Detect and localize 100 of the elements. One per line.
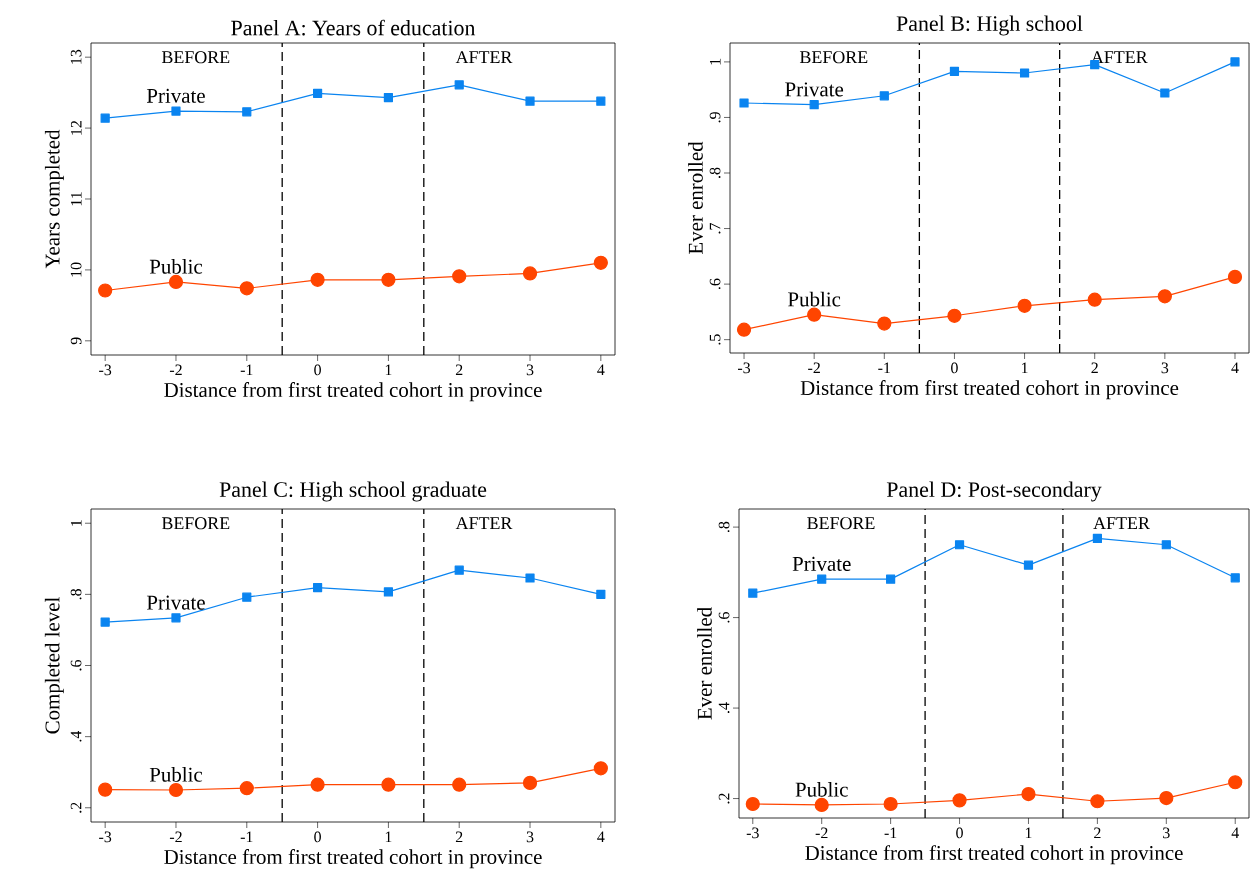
point — [596, 96, 606, 106]
point — [954, 540, 965, 550]
point — [1021, 786, 1036, 802]
point — [522, 775, 538, 790]
x-axis-title: Distance from first treated cohort in province — [164, 849, 542, 869]
point — [1092, 533, 1102, 544]
series-label: Private — [146, 88, 205, 103]
point — [452, 269, 467, 284]
x-tick-label: 2 — [455, 831, 463, 843]
point — [452, 777, 467, 792]
point — [1023, 560, 1034, 570]
y-tick-label: .9 — [709, 112, 721, 123]
chart-title: Panel C: High school graduate — [219, 481, 487, 502]
point — [1228, 775, 1243, 790]
x-tick-label: -2 — [169, 831, 182, 843]
series-label: Private — [792, 556, 851, 571]
point — [877, 316, 892, 331]
point — [168, 782, 184, 798]
x-tick-label: -3 — [737, 362, 751, 374]
point — [817, 574, 827, 584]
point — [383, 587, 394, 597]
point — [171, 106, 181, 116]
point — [100, 113, 110, 123]
point — [239, 781, 254, 796]
point — [525, 573, 535, 583]
y-tick-label: .6 — [709, 278, 721, 290]
point — [242, 592, 252, 602]
point — [593, 255, 608, 270]
point — [381, 777, 396, 792]
chart-title: Panel D: Post-secondary — [886, 481, 1102, 502]
point — [748, 588, 758, 598]
x-tick-label: 1 — [385, 831, 392, 843]
series-label: Public — [149, 767, 203, 782]
x-tick-label: -3 — [99, 364, 112, 376]
point — [949, 66, 960, 76]
x-tick-label: 4 — [1231, 362, 1239, 374]
point — [1087, 292, 1102, 307]
y-tick-label: .7 — [709, 223, 721, 234]
point — [454, 565, 464, 575]
y-axis-title: Ever enrolled — [697, 607, 712, 720]
x-tick-label: 0 — [956, 827, 963, 839]
y-tick-label: 10 — [70, 262, 82, 277]
y-tick-label: .6 — [718, 612, 730, 623]
x-tick-label: 2 — [1094, 827, 1101, 839]
point — [168, 274, 184, 290]
annotation: AFTER — [1093, 517, 1150, 529]
point — [1230, 573, 1240, 583]
x-tick-label: 3 — [1161, 362, 1169, 374]
point — [1157, 289, 1172, 304]
point — [312, 88, 323, 98]
series-label: Private — [146, 595, 205, 610]
y-axis-title: Completed level — [44, 597, 64, 734]
x-tick-label: 1 — [385, 364, 392, 376]
y-axis-title: Ever enrolled — [688, 141, 703, 255]
point — [100, 617, 110, 627]
point — [1160, 88, 1170, 98]
x-tick-label: -3 — [99, 831, 112, 843]
y-tick-label: .8 — [718, 521, 730, 533]
y-tick-label: .8 — [709, 167, 721, 178]
x-axis-title: Distance from first treated cohort in province — [800, 380, 1179, 400]
x-tick-label: -1 — [240, 831, 253, 843]
point — [1161, 540, 1171, 550]
annotation: AFTER — [455, 51, 513, 64]
x-tick-label: 1 — [1022, 362, 1028, 374]
series-label: Public — [149, 259, 203, 274]
point — [171, 613, 181, 623]
point — [1019, 68, 1030, 78]
x-tick-label: -2 — [815, 827, 828, 839]
point — [454, 80, 464, 90]
point — [809, 100, 819, 110]
point — [312, 583, 323, 593]
point — [886, 574, 896, 584]
point — [525, 96, 535, 106]
x-tick-label: 4 — [597, 364, 605, 376]
point — [736, 322, 752, 337]
y-tick-label: .4 — [70, 730, 82, 742]
point — [814, 797, 829, 812]
annotation: AFTER — [1091, 51, 1148, 64]
x-tick-label: -1 — [884, 827, 897, 839]
point — [1230, 57, 1240, 67]
y-tick-label: 1 — [70, 520, 82, 526]
series-label: Public — [795, 781, 848, 797]
y-tick-label: 11 — [70, 192, 82, 206]
point — [596, 589, 606, 599]
point — [98, 782, 113, 797]
x-tick-label: 0 — [314, 831, 321, 843]
y-tick-label: 13 — [70, 49, 82, 64]
point — [745, 796, 760, 812]
y-tick-label: 12 — [70, 121, 82, 135]
series-label: Public — [788, 291, 841, 307]
point — [383, 93, 394, 103]
y-tick-label: .5 — [709, 334, 721, 345]
point — [242, 107, 252, 117]
y-tick-label: .4 — [718, 702, 730, 714]
chart-title: Panel A: Years of education — [231, 19, 476, 36]
x-tick-label: 3 — [526, 831, 534, 843]
point — [1227, 269, 1243, 284]
x-tick-label: 3 — [526, 364, 534, 376]
point — [593, 761, 608, 776]
x-tick-label: 3 — [1163, 827, 1170, 839]
